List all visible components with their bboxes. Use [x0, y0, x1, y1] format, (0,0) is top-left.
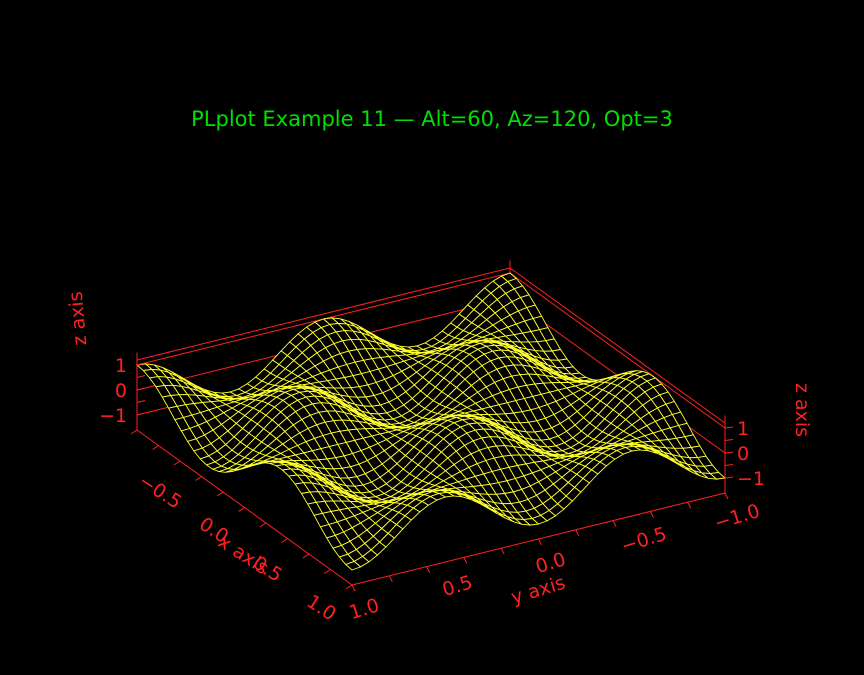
- y-tick: [351, 584, 356, 592]
- y-tick: [575, 529, 580, 537]
- z-tick-left: [136, 400, 146, 403]
- z-tick-label-right: −1: [737, 468, 765, 490]
- y-tick: [500, 547, 505, 555]
- x-tick: [216, 491, 224, 497]
- x-tick: [259, 522, 267, 528]
- y-tick-label: 1.0: [347, 594, 382, 624]
- z-tick-right: [724, 426, 734, 429]
- z-tick-right: [724, 476, 734, 479]
- z-tick-right: [724, 439, 734, 441]
- z-tick-label-right: 1: [737, 418, 749, 440]
- x-tick: [302, 553, 310, 559]
- z-tick-label-left: −1: [99, 405, 127, 427]
- surface-mesh: [135, 272, 727, 571]
- x-tick: [152, 445, 159, 450]
- z-axis-label-left: z axis: [65, 291, 92, 347]
- z-tick-left: [136, 412, 146, 416]
- x-tick: [281, 538, 288, 543]
- back-grid-right-1: [509, 272, 726, 429]
- z-tick-label-left: 1: [115, 355, 127, 377]
- z-axis-label-right: z axis: [791, 383, 813, 437]
- x-tick: [324, 569, 331, 574]
- x-tick: [130, 429, 138, 435]
- y-tick: [538, 538, 542, 546]
- back-top-edge-right: [509, 267, 726, 424]
- y-tick-label: −1.0: [712, 500, 763, 535]
- x-tick: [195, 476, 202, 481]
- y-tick: [687, 501, 692, 509]
- x-axis-label: x axis: [214, 531, 272, 580]
- z-tick-right: [724, 451, 734, 454]
- back-top-edge-left: [136, 267, 511, 361]
- z-tick-left: [136, 375, 146, 378]
- z-tick-right: [724, 464, 734, 466]
- y-tick: [649, 511, 654, 518]
- x-tick: [173, 460, 181, 466]
- y-tick-label: 0.5: [440, 571, 475, 601]
- y-tick: [426, 566, 431, 573]
- y-tick: [463, 557, 468, 564]
- x-tick-label: 1.0: [303, 591, 340, 626]
- z-tick-left: [136, 387, 146, 391]
- x-tick: [238, 507, 245, 512]
- z-tick-label-right: 0: [737, 443, 749, 465]
- y-tick: [724, 492, 729, 500]
- x-tick: [345, 584, 353, 590]
- axes: [130, 352, 734, 592]
- mesh-cell: [344, 560, 362, 571]
- y-tick-label: −0.5: [619, 523, 670, 558]
- z-tick-label-left: 0: [115, 380, 127, 402]
- y-tick: [612, 520, 617, 527]
- z-tick-left: [136, 362, 146, 366]
- y-tick-label: 0.0: [533, 548, 568, 578]
- plot-title: PLplot Example 11 — Alt=60, Az=120, Opt=…: [191, 107, 673, 131]
- y-tick: [388, 575, 393, 583]
- x-tick-label: −0.5: [135, 470, 186, 514]
